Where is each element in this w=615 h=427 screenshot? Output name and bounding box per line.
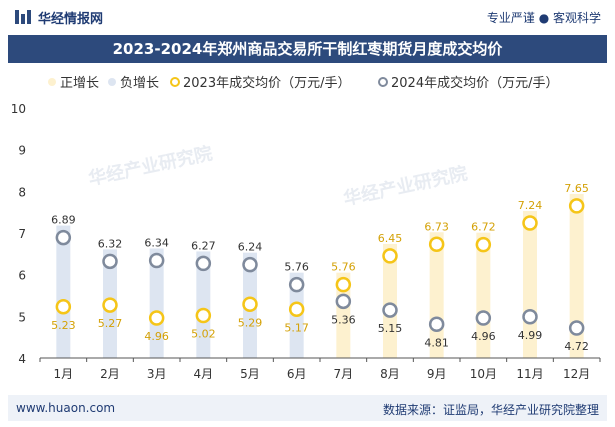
brand-name: 华经情报网 xyxy=(38,12,104,27)
point-2024 xyxy=(242,256,258,273)
data-label-2024: 6.24 xyxy=(238,241,263,254)
point-2024 xyxy=(522,309,538,325)
point-2024 xyxy=(195,255,212,272)
data-source: 数据来源：证监局，华经产业研究院整理 xyxy=(382,403,599,417)
data-label-2024: 6.34 xyxy=(144,237,169,250)
footer-url: www.huaon.com xyxy=(16,401,116,415)
data-label-2023: 5.17 xyxy=(284,321,309,334)
data-label-2024: 4.96 xyxy=(471,330,496,343)
data-label-2024: 5.36 xyxy=(331,313,356,326)
watermark: 华经产业研究院 xyxy=(341,162,469,210)
point-2023 xyxy=(475,236,492,253)
point-2023 xyxy=(195,307,212,324)
data-label-2024: 6.89 xyxy=(51,214,76,227)
x-tick-label: 11月 xyxy=(516,367,543,381)
legend-label: 2024年成交均价（万元/手） xyxy=(391,75,558,91)
positive-bar xyxy=(476,232,491,358)
x-tick-label: 4月 xyxy=(194,367,214,381)
data-label-2023: 6.73 xyxy=(424,220,449,233)
slogan: 专业严谨 ● 客观科学 xyxy=(486,11,601,25)
x-tick-label: 12月 xyxy=(563,367,590,381)
x-tick-label: 10月 xyxy=(470,367,497,381)
y-tick-label: 7 xyxy=(18,227,26,241)
x-tick-label: 1月 xyxy=(54,367,74,381)
data-label-2023: 5.27 xyxy=(98,317,123,330)
chart-title: 2023-2024年郑州商品交易所干制红枣期货月度成交均价 xyxy=(112,40,503,58)
point-2024 xyxy=(428,316,445,332)
data-label-2024: 5.15 xyxy=(378,322,403,335)
negative-bar xyxy=(56,225,71,358)
point-2024 xyxy=(102,253,118,270)
x-tick-label: 3月 xyxy=(147,367,167,381)
data-label-2023: 4.96 xyxy=(144,330,169,343)
point-2023 xyxy=(55,299,72,315)
x-tick-label: 9月 xyxy=(427,367,447,381)
watermark: 华经产业研究院 xyxy=(86,142,214,190)
point-2024 xyxy=(148,252,165,269)
point-2024 xyxy=(335,293,352,310)
data-label-2023: 7.24 xyxy=(518,199,543,212)
title-bar: 2023-2024年郑州商品交易所干制红枣期货月度成交均价 xyxy=(8,35,607,63)
point-2024 xyxy=(55,229,72,246)
footer: www.huaon.com 数据来源：证监局，华经产业研究院整理 xyxy=(8,395,607,421)
data-label-2024: 4.81 xyxy=(424,336,449,349)
point-2024 xyxy=(382,302,398,318)
positive-bar xyxy=(569,193,584,358)
y-tick-label: 8 xyxy=(18,185,26,199)
point-2023 xyxy=(288,301,305,317)
positive-bar xyxy=(383,243,397,358)
chart: 正增长 负增长 2023年成交均价（万元/手） 2024年成交均价（万元/手） 华经产业… xyxy=(11,75,601,381)
y-tick-label: 9 xyxy=(18,144,26,158)
point-2023 xyxy=(335,276,352,293)
legend-marker-2024 xyxy=(378,77,388,87)
data-label-2024: 4.99 xyxy=(518,329,543,342)
x-tick-label: 2月 xyxy=(100,367,120,381)
legend-marker-2023 xyxy=(170,77,180,87)
data-label-2023: 6.45 xyxy=(378,232,403,245)
legend-label: 正增长 xyxy=(60,76,99,91)
data-label-2024: 6.32 xyxy=(98,237,123,250)
point-2023 xyxy=(522,215,538,231)
y-tick-label: 10 xyxy=(11,102,26,116)
positive-bar xyxy=(336,272,351,358)
y-tick-label: 6 xyxy=(18,269,26,283)
negative-bar xyxy=(149,248,164,358)
logo-icon xyxy=(15,10,31,24)
point-2023 xyxy=(148,310,165,326)
data-label-2024: 4.72 xyxy=(564,340,589,353)
data-label-2023: 5.02 xyxy=(191,328,216,341)
data-label-2023: 7.65 xyxy=(564,182,589,195)
point-2024 xyxy=(475,310,492,326)
x-tick-label: 7月 xyxy=(334,367,354,381)
x-tick-label: 5月 xyxy=(240,367,260,381)
y-tick-label: 5 xyxy=(18,310,26,324)
point-2023 xyxy=(242,296,258,312)
legend-label: 负增长 xyxy=(120,76,159,91)
data-label-2023: 6.72 xyxy=(471,221,496,234)
data-label-2024: 5.76 xyxy=(284,261,309,274)
data-label-2023: 5.23 xyxy=(51,319,76,332)
data-label-2023: 5.29 xyxy=(238,316,263,329)
data-label-2023: 5.76 xyxy=(331,261,356,274)
point-2023 xyxy=(428,236,445,252)
legend-marker-negative xyxy=(108,78,116,86)
point-2024 xyxy=(568,320,585,336)
point-2023 xyxy=(382,248,398,264)
negative-bar xyxy=(196,251,211,358)
legend-marker-positive xyxy=(48,78,56,86)
data-label-2024: 6.27 xyxy=(191,239,216,252)
x-tick-label: 8月 xyxy=(380,367,400,381)
point-2023 xyxy=(568,198,585,214)
x-tick-label: 6月 xyxy=(287,367,307,381)
legend-label: 2023年成交均价（万元/手） xyxy=(183,75,350,91)
top-bar: 华经情报网 专业严谨 ● 客观科学 xyxy=(0,0,615,34)
point-2024 xyxy=(288,276,305,293)
y-tick-label: 4 xyxy=(18,352,26,366)
point-2023 xyxy=(102,297,118,313)
